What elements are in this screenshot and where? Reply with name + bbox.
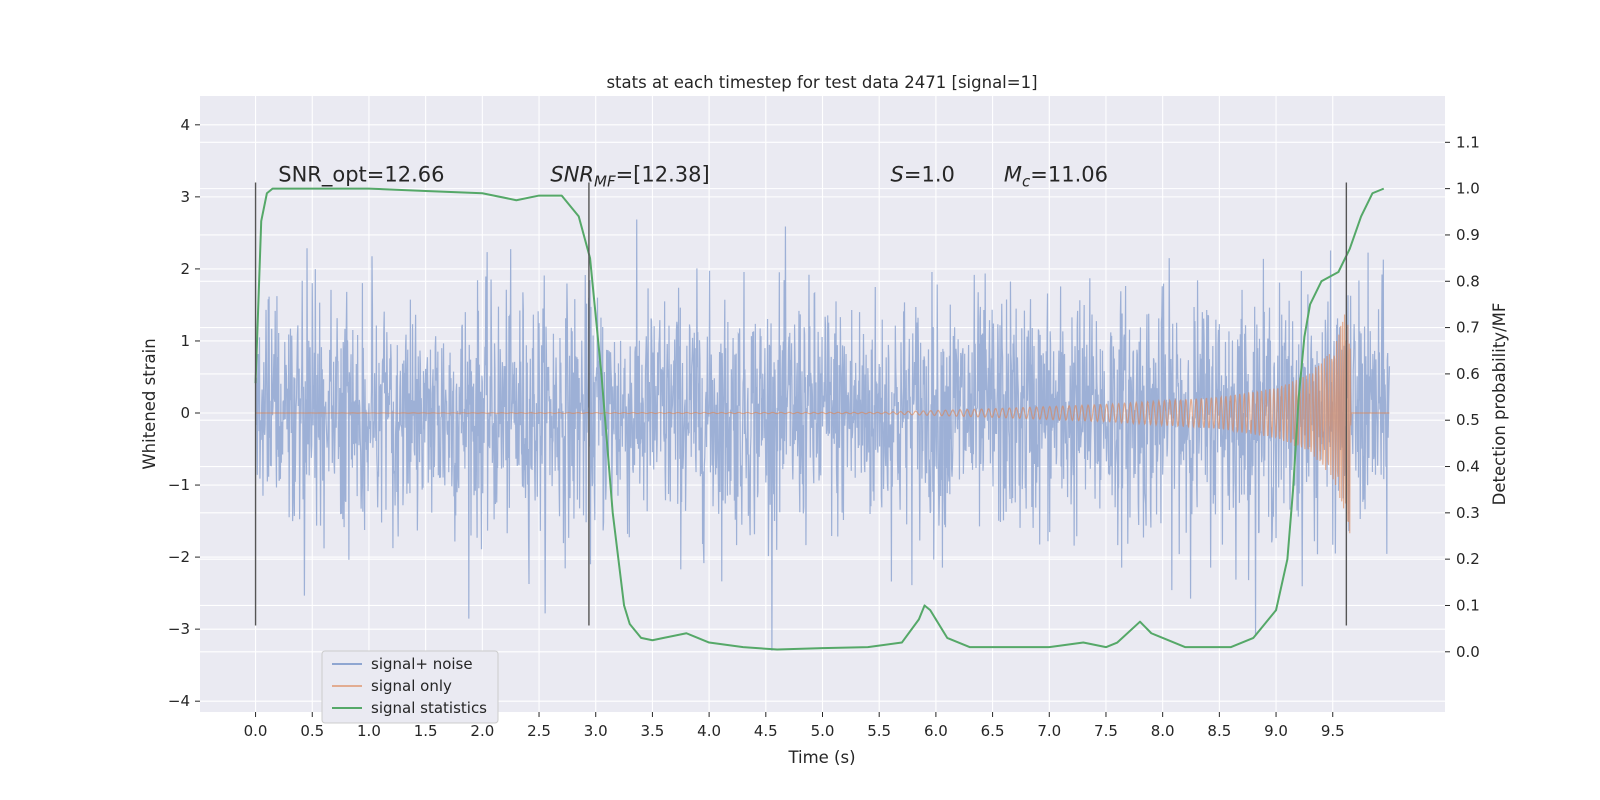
annotation-subscript: c: [1022, 172, 1031, 190]
y-ticks-left: 4 3 2 1 0 −1 −2 −3 −4: [168, 116, 200, 710]
y-tick-label-left: 4: [180, 116, 190, 134]
annotation-text: SNR_opt=12.66: [278, 162, 444, 187]
legend-label-signal-only: signal only: [371, 677, 452, 695]
annotation-subscript: MF: [594, 172, 616, 190]
y-tick-label-left: 0: [180, 404, 190, 422]
annotation-text: Mc=11.06: [1004, 162, 1108, 190]
signal-only-line: [255, 314, 1390, 534]
x-tick-label: 4.5: [754, 722, 778, 740]
y-tick-label-right: 0.6: [1456, 365, 1480, 383]
x-tick-label: 5.0: [811, 722, 835, 740]
x-tick-label: 8.0: [1151, 722, 1175, 740]
signal-statistics-line: [254, 187, 1385, 651]
x-tick-label: 0.0: [244, 722, 268, 740]
y-tick-label-right: 0.1: [1456, 596, 1480, 614]
x-tick-label: 7.5: [1094, 722, 1118, 740]
series-signal-statistics: [254, 187, 1385, 651]
y-tick-label-right: 0.0: [1456, 643, 1480, 661]
legend-box: [321, 650, 499, 724]
y-tick-label-left: −2: [168, 548, 190, 566]
y-tick-label-left: 1: [180, 332, 190, 350]
y-tick-label-left: −4: [168, 692, 190, 710]
y-tick-label-right: 0.7: [1456, 319, 1480, 337]
x-tick-label: 4.0: [697, 722, 721, 740]
annotation-prefix: S: [891, 162, 904, 186]
x-tick-label: 2.0: [470, 722, 494, 740]
legend: signal+ noise signal only signal statist…: [321, 650, 499, 724]
x-tick-label: 3.5: [640, 722, 664, 740]
y-axis-label-right: Detection probability/MF: [1490, 303, 1509, 506]
y-tick-label-left: −3: [168, 620, 190, 638]
annotations: SNR_opt=12.66 SNRMF=[12.38] S=1.0 Mc=11.06: [278, 162, 1108, 190]
legend-label-signal-noise: signal+ noise: [371, 655, 473, 673]
annotation-suffix: =[12.38]: [616, 162, 710, 186]
y-tick-label-right: 0.5: [1456, 411, 1480, 429]
x-tick-label: 3.0: [584, 722, 608, 740]
annotation-prefix: M: [1004, 162, 1022, 186]
legend-label-signal-statistics: signal statistics: [371, 699, 487, 717]
y-tick-label-left: 2: [180, 260, 190, 278]
x-ticks: 0.0 0.5 1.0 1.5 2.0 2.5 3.0 3.5 4.0 4.5 5.0 5.5 6.0 6…: [244, 712, 1345, 740]
annotation-text: S=1.0: [891, 162, 955, 186]
y-tick-label-right: 0.3: [1456, 504, 1480, 522]
x-tick-label: 6.5: [981, 722, 1005, 740]
x-tick-label: 0.5: [300, 722, 324, 740]
vertical-markers: [254, 182, 1348, 626]
x-tick-label: 6.0: [924, 722, 948, 740]
x-tick-label: 2.5: [527, 722, 551, 740]
y-axis-label-left: Whitened strain: [140, 338, 159, 469]
y-tick-label-right: 1.1: [1456, 133, 1480, 151]
annotation-prefix: SNR_opt=12.66: [278, 162, 444, 187]
x-tick-label: 9.0: [1264, 722, 1288, 740]
y-tick-label-left: 3: [180, 188, 190, 206]
annotation-suffix: =1.0: [904, 162, 955, 186]
chart-title: stats at each timestep for test data 247…: [606, 73, 1037, 92]
x-tick-label: 1.0: [357, 722, 381, 740]
x-tick-label: 5.5: [867, 722, 891, 740]
y-tick-label-left: −1: [168, 476, 190, 494]
x-tick-label: 8.5: [1207, 722, 1231, 740]
y-tick-label-right: 0.8: [1456, 272, 1480, 290]
annotation-prefix: SNR: [550, 162, 594, 186]
y-tick-label-right: 0.9: [1456, 226, 1480, 244]
series-signal-only: [255, 314, 1390, 534]
y-tick-label-right: 0.4: [1456, 458, 1480, 476]
x-tick-label: 9.5: [1321, 722, 1345, 740]
y-ticks-right: 1.1 1.0 0.9 0.8 0.7 0.6 0.5 0.4 0.3 0.2 0.1 0.0: [1445, 133, 1480, 661]
y-tick-label-right: 0.2: [1456, 550, 1480, 568]
x-axis-label: Time (s): [787, 748, 855, 767]
x-tick-label: 7.0: [1037, 722, 1061, 740]
y-tick-label-right: 1.0: [1456, 180, 1480, 198]
x-tick-label: 1.5: [414, 722, 438, 740]
annotation-text: SNRMF=[12.38]: [550, 162, 709, 190]
annotation-suffix: =11.06: [1030, 162, 1108, 186]
